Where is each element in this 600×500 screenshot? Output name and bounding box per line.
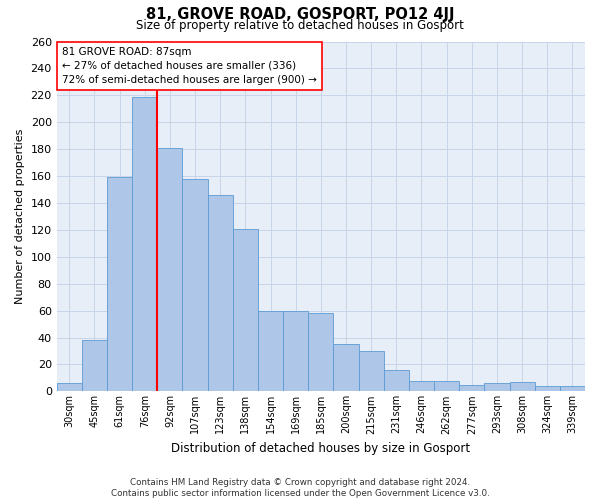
Bar xyxy=(535,386,560,392)
Bar xyxy=(283,310,308,392)
Bar xyxy=(308,314,334,392)
Text: Contains HM Land Registry data © Crown copyright and database right 2024.
Contai: Contains HM Land Registry data © Crown c… xyxy=(110,478,490,498)
Bar xyxy=(182,179,208,392)
Bar xyxy=(157,148,182,392)
Bar xyxy=(82,340,107,392)
Bar xyxy=(258,310,283,392)
Bar xyxy=(459,384,484,392)
Bar xyxy=(208,195,233,392)
Bar xyxy=(384,370,409,392)
X-axis label: Distribution of detached houses by size in Gosport: Distribution of detached houses by size … xyxy=(171,442,470,455)
Text: 81 GROVE ROAD: 87sqm
← 27% of detached houses are smaller (336)
72% of semi-deta: 81 GROVE ROAD: 87sqm ← 27% of detached h… xyxy=(62,46,317,84)
Bar xyxy=(409,380,434,392)
Text: 81, GROVE ROAD, GOSPORT, PO12 4JJ: 81, GROVE ROAD, GOSPORT, PO12 4JJ xyxy=(146,8,454,22)
Bar xyxy=(560,386,585,392)
Bar xyxy=(233,228,258,392)
Bar xyxy=(107,178,132,392)
Bar xyxy=(434,380,459,392)
Text: Size of property relative to detached houses in Gosport: Size of property relative to detached ho… xyxy=(136,18,464,32)
Bar xyxy=(334,344,359,392)
Bar xyxy=(132,96,157,392)
Bar xyxy=(484,384,509,392)
Y-axis label: Number of detached properties: Number of detached properties xyxy=(15,129,25,304)
Bar xyxy=(359,351,384,392)
Bar xyxy=(56,384,82,392)
Bar xyxy=(509,382,535,392)
